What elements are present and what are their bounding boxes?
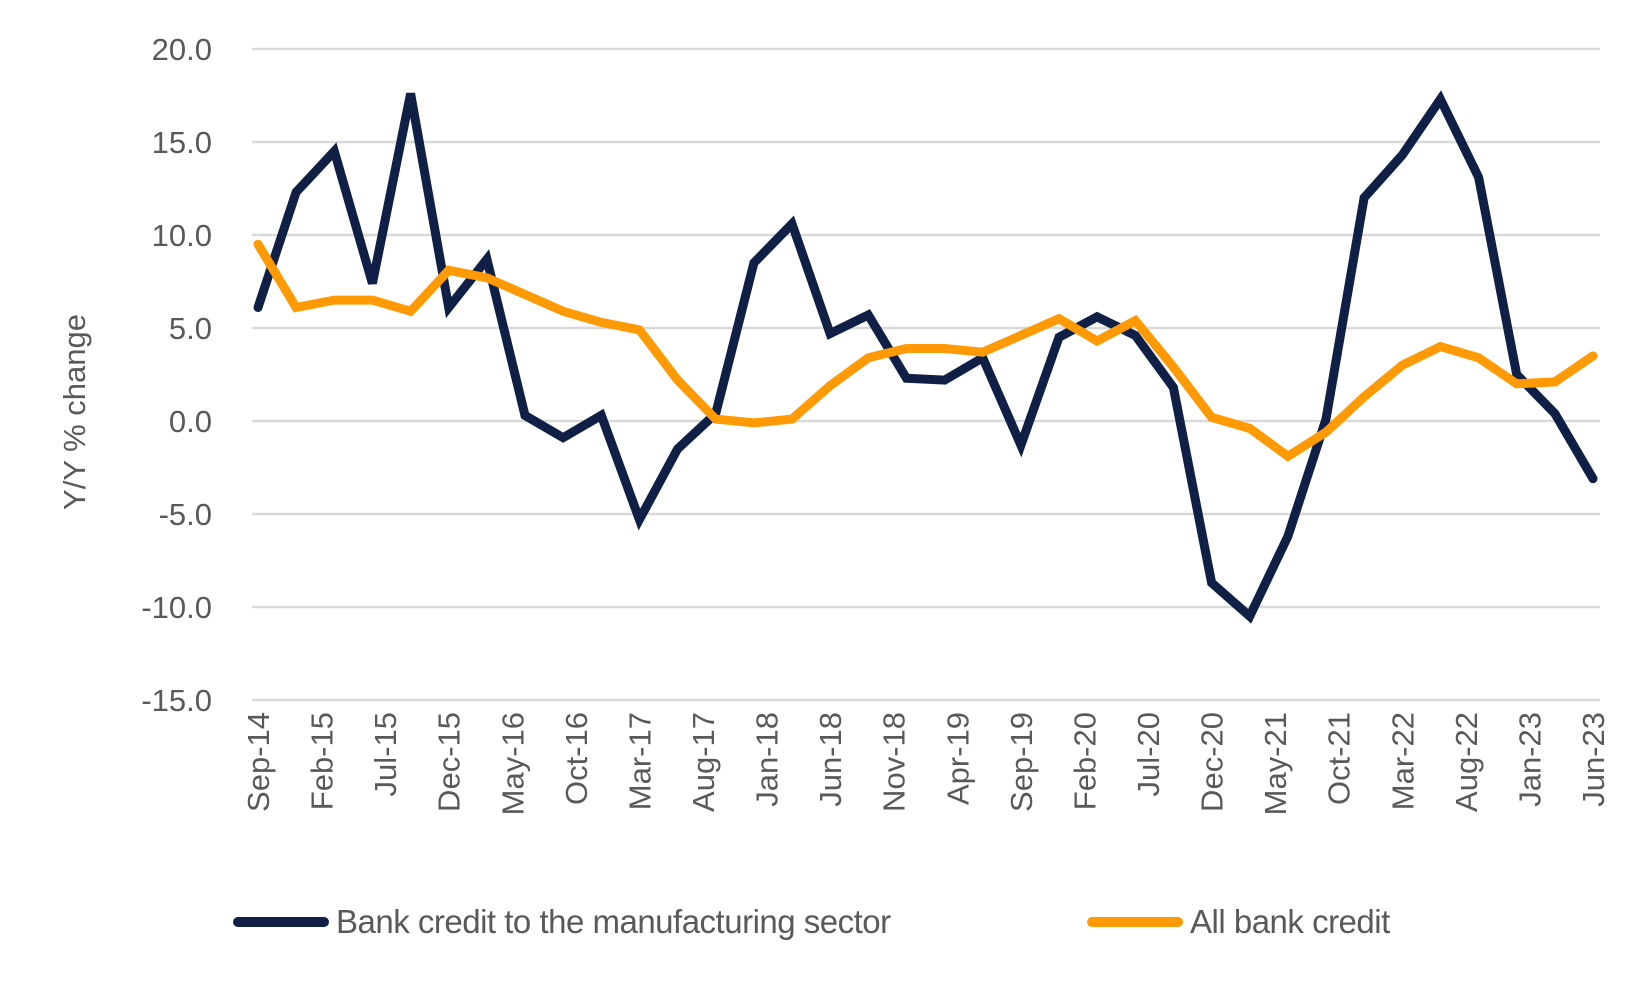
y-axis-title: Y/Y % change — [57, 314, 92, 510]
y-tick-label: 15.0 — [152, 125, 212, 160]
x-axis-ticks: Sep-14 Feb-15 Jul-15 Dec-15 May-16 Oct-16 Mar-… — [241, 712, 1611, 815]
x-tick-label: Dec-20 — [1195, 712, 1230, 812]
series-line-all-bank-credit — [253, 239, 1598, 462]
gridlines — [252, 47, 1600, 702]
y-tick-label: -15.0 — [141, 683, 212, 718]
x-tick-label: Oct-16 — [559, 712, 594, 805]
x-tick-label: Apr-19 — [940, 712, 975, 805]
x-tick-label: Jul-15 — [368, 712, 403, 796]
x-tick-label: Mar-17 — [622, 712, 657, 810]
legend-item-manufacturing[interactable]: Bank credit to the manufacturing sector — [233, 900, 891, 944]
x-tick-label: Dec-15 — [432, 712, 467, 812]
x-tick-label: Sep-19 — [1004, 712, 1039, 812]
x-tick-label: Feb-20 — [1067, 712, 1102, 810]
x-tick-label: Feb-15 — [305, 712, 340, 810]
x-tick-label: May-21 — [1258, 712, 1293, 815]
x-tick-label: Aug-17 — [686, 712, 721, 812]
x-tick-label: Jun-23 — [1576, 712, 1611, 807]
legend-item-all-bank-credit[interactable]: All bank credit — [1087, 900, 1390, 944]
x-tick-label: Jun-18 — [813, 712, 848, 807]
y-tick-label: 10.0 — [152, 218, 212, 253]
x-tick-label: Jan-23 — [1512, 712, 1547, 807]
legend-label-manufacturing: Bank credit to the manufacturing sector — [336, 903, 891, 940]
legend: Bank credit to the manufacturing sector … — [0, 900, 1650, 950]
y-tick-label: 0.0 — [169, 404, 212, 439]
line-chart: 20.0 15.0 10.0 5.0 0.0 -5.0 -10.0 -15.0 Sep-14 F… — [57, 32, 1611, 815]
y-tick-label: -10.0 — [141, 590, 212, 625]
x-tick-label: Jul-20 — [1131, 712, 1166, 796]
x-tick-label: May-16 — [495, 712, 530, 815]
series-line-manufacturing — [253, 90, 1598, 624]
legend-swatch-manufacturing — [233, 917, 329, 927]
legend-swatch-all-bank-credit — [1087, 917, 1183, 927]
x-tick-label: Jan-18 — [750, 712, 785, 807]
legend-label-all-bank-credit: All bank credit — [1190, 903, 1390, 940]
y-tick-label: 20.0 — [152, 32, 212, 67]
y-tick-label: -5.0 — [159, 497, 212, 532]
x-tick-label: Oct-21 — [1322, 712, 1357, 805]
x-tick-label: Nov-18 — [877, 712, 912, 812]
x-tick-label: Aug-22 — [1449, 712, 1484, 812]
y-axis-ticks: 20.0 15.0 10.0 5.0 0.0 -5.0 -10.0 -15.0 — [141, 32, 212, 718]
series-lines — [253, 90, 1598, 624]
x-tick-label: Sep-14 — [241, 712, 276, 812]
y-tick-label: 5.0 — [169, 311, 212, 346]
x-tick-label: Mar-22 — [1385, 712, 1420, 810]
